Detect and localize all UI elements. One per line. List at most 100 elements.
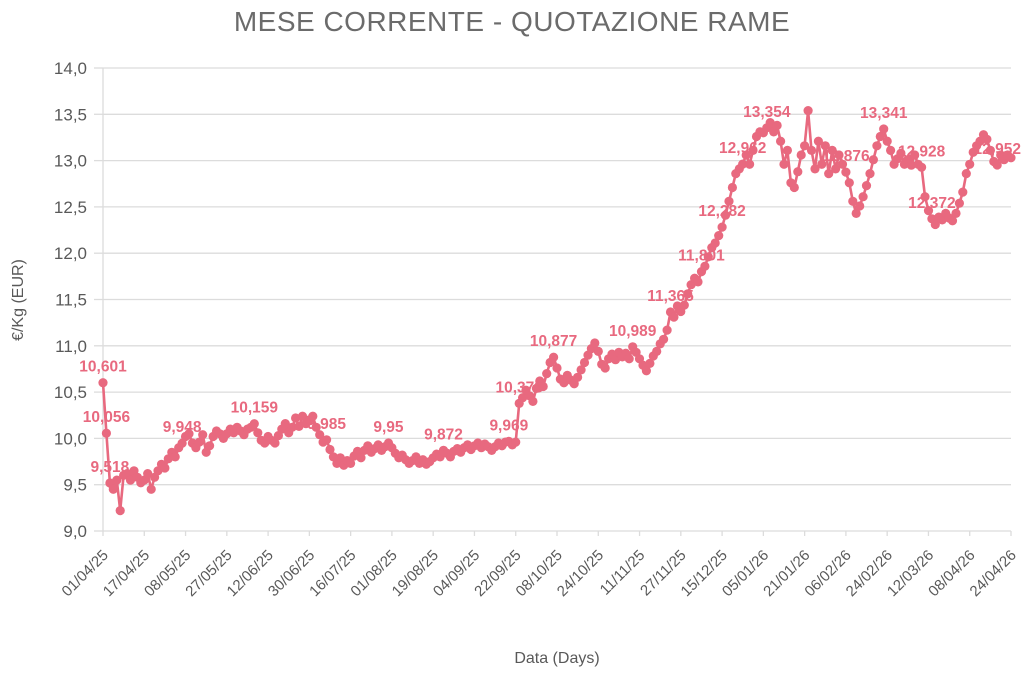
data-point — [335, 453, 345, 463]
data-point — [645, 358, 655, 368]
data-point — [108, 484, 118, 494]
data-point — [322, 435, 332, 445]
data-point — [817, 159, 827, 169]
y-tick-label: 9,0 — [63, 522, 87, 541]
data-point — [800, 141, 810, 151]
data-point — [573, 372, 583, 382]
data-point — [796, 150, 806, 160]
data-point — [160, 463, 170, 473]
data-point — [579, 357, 590, 368]
data-point — [112, 475, 122, 485]
data-point — [806, 145, 817, 155]
data-point — [170, 452, 180, 462]
data-point — [896, 148, 906, 158]
y-tick-label: 10,5 — [54, 383, 87, 402]
data-point-label: 10,989 — [609, 323, 657, 340]
data-point — [659, 334, 669, 344]
data-point — [720, 210, 731, 220]
data-point-label: 10,601 — [79, 359, 127, 376]
data-point-label: 13,354 — [743, 104, 791, 121]
data-point — [745, 159, 755, 169]
data-point — [985, 145, 996, 155]
data-point-label: 11,365 — [647, 288, 694, 305]
data-point — [813, 136, 824, 146]
data-point — [146, 484, 156, 494]
data-point — [576, 365, 586, 375]
data-point — [803, 106, 813, 116]
chart-title: MESE CORRENTE - QUOTAZIONE RAME — [233, 6, 791, 37]
data-point — [249, 419, 259, 429]
data-point — [294, 421, 304, 431]
data-point — [669, 312, 679, 322]
y-tick-label: 14,0 — [54, 59, 87, 78]
data-point — [820, 141, 830, 151]
y-tick-label: 10,0 — [54, 429, 87, 448]
data-point — [882, 136, 892, 146]
data-point — [714, 231, 724, 241]
data-point — [297, 411, 308, 421]
data-point-label: 12,282 — [698, 203, 745, 220]
data-point — [872, 141, 882, 151]
data-point — [772, 120, 782, 130]
data-point — [101, 428, 111, 438]
data-point — [652, 346, 662, 356]
data-point — [270, 438, 280, 448]
data-point-label: 11,801 — [678, 248, 725, 265]
data-point — [741, 150, 751, 160]
data-point — [793, 167, 803, 177]
data-point-label: 9,969 — [489, 417, 528, 434]
data-point — [538, 381, 548, 392]
data-point — [923, 206, 934, 216]
data-point — [982, 134, 992, 144]
data-point — [662, 325, 672, 335]
data-point — [280, 419, 290, 429]
data-point — [776, 136, 786, 146]
data-point — [184, 429, 194, 439]
data-point — [765, 118, 775, 128]
y-tick-label: 12,5 — [54, 198, 87, 217]
data-point — [837, 159, 848, 169]
data-point — [710, 238, 720, 248]
data-point — [724, 196, 734, 206]
data-point-label: 12,372 — [908, 195, 955, 212]
data-point — [559, 378, 569, 388]
data-point — [910, 150, 920, 160]
data-point — [683, 289, 693, 299]
data-point — [779, 159, 789, 169]
y-tick-label: 9,5 — [63, 476, 87, 495]
data-point — [590, 338, 600, 348]
data-point — [738, 159, 748, 169]
data-point — [879, 124, 889, 134]
data-point — [789, 182, 799, 193]
data-point — [947, 216, 958, 226]
data-point — [868, 155, 879, 165]
y-tick-label: 11,5 — [55, 291, 87, 310]
data-point — [356, 453, 366, 463]
data-point — [865, 169, 875, 179]
data-point — [954, 198, 965, 208]
y-tick-label: 13,0 — [54, 152, 87, 171]
y-tick-label: 11,0 — [55, 337, 87, 356]
data-point — [848, 196, 858, 206]
data-point — [115, 506, 125, 516]
data-point-label: 13,341 — [860, 105, 908, 122]
data-point — [782, 145, 793, 155]
data-point — [906, 160, 916, 170]
data-point — [875, 131, 885, 142]
data-point — [965, 159, 975, 169]
data-point — [748, 145, 758, 155]
data-point-label: 10,159 — [231, 400, 279, 417]
data-point-label: 9,872 — [424, 426, 463, 443]
data-point — [624, 354, 634, 364]
data-point — [861, 181, 872, 191]
data-point — [198, 430, 208, 440]
data-point — [98, 378, 108, 388]
data-point — [194, 437, 204, 447]
data-point — [920, 192, 930, 202]
data-point-label: 9,95 — [373, 419, 404, 436]
data-point — [600, 363, 610, 373]
data-point — [810, 164, 820, 174]
data-point — [855, 201, 865, 211]
data-point — [834, 150, 844, 160]
